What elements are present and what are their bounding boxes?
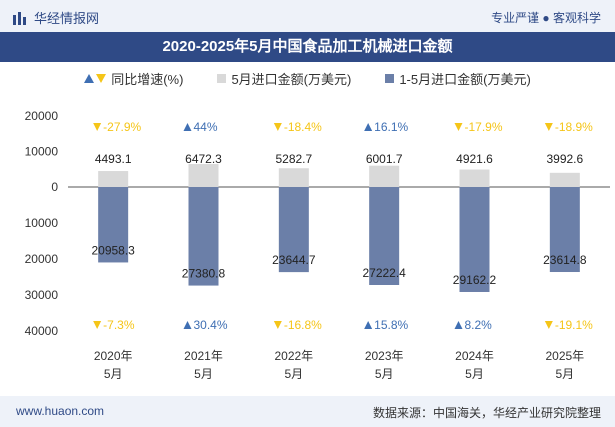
- y-tick-label: 10000: [25, 145, 59, 159]
- x-tick-label-month: 5月: [284, 367, 303, 381]
- cumulative-growth-label: 30.4%: [194, 318, 228, 332]
- month-growth-label: -18.9%: [555, 120, 593, 134]
- month-growth-triangle: [93, 123, 102, 131]
- cumulative-bar: [549, 187, 580, 273]
- cumulative-growth-label: 15.8%: [374, 318, 408, 332]
- month-value-label: 4921.6: [456, 152, 493, 166]
- month-growth-triangle: [454, 123, 463, 131]
- month-growth-triangle: [364, 123, 373, 131]
- cumulative-bar: [459, 187, 490, 292]
- x-tick-label-year: 2025年: [545, 349, 584, 363]
- month-bar: [98, 171, 129, 187]
- y-tick-label: 40000: [25, 324, 59, 338]
- month-bar: [549, 172, 580, 187]
- month-bar: [278, 168, 309, 187]
- top-bar: 华经情报网 专业严谨 ● 客观科学: [0, 0, 615, 32]
- legend: 同比增速(%) 5月进口金额(万美元) 1-5月进口金额(万美元): [0, 66, 615, 90]
- month-value-label: 4493.1: [95, 152, 132, 166]
- cumulative-growth-triangle: [364, 321, 373, 329]
- month-value-label: 6472.3: [185, 152, 222, 166]
- brand-name: 华经情报网: [34, 11, 100, 26]
- cumulative-value-label: 29162.2: [453, 273, 497, 287]
- cumulative-growth-triangle: [273, 321, 282, 329]
- brand-logo-icon: [13, 11, 26, 25]
- x-tick-label-year: 2021年: [184, 349, 223, 363]
- x-tick-label-year: 2020年: [94, 349, 133, 363]
- cumulative-growth-label: -7.3%: [103, 318, 135, 332]
- cumulative-bar: [278, 187, 309, 273]
- legend-label-month: 5月进口金额(万美元): [231, 71, 352, 87]
- cumulative-growth-triangle: [183, 321, 192, 329]
- y-tick-label: 20000: [25, 109, 59, 123]
- x-tick-label-month: 5月: [375, 367, 394, 381]
- growth-down-triangle-icon: [96, 73, 107, 83]
- y-tick-label: 30000: [25, 288, 59, 302]
- legend-label-cumulative: 1-5月进口金额(万美元): [399, 71, 531, 87]
- cumulative-value-label: 20958.3: [91, 243, 135, 257]
- x-tick-label-month: 5月: [104, 367, 123, 381]
- legend-item-growth: 同比增速(%): [84, 69, 183, 88]
- legend-swatch-month: [217, 73, 227, 83]
- month-growth-label: 16.1%: [374, 120, 408, 134]
- legend-swatch-cumulative: [385, 73, 395, 83]
- month-value-label: 5282.7: [275, 152, 312, 166]
- cumulative-bar: [98, 187, 129, 263]
- cumulative-value-label: 27380.8: [182, 267, 226, 281]
- month-bar: [188, 164, 219, 187]
- month-growth-triangle: [183, 123, 192, 131]
- month-value-label: 6001.7: [366, 152, 403, 166]
- cumulative-growth-label: -19.1%: [555, 318, 593, 332]
- tagline: 专业严谨 ● 客观科学: [491, 11, 601, 25]
- y-tick-label: 10000: [25, 216, 59, 230]
- x-tick-label-month: 5月: [465, 367, 484, 381]
- x-tick-label-year: 2024年: [455, 349, 494, 363]
- cumulative-growth-label: 8.2%: [465, 318, 493, 332]
- cumulative-value-label: 23644.7: [272, 253, 316, 267]
- cumulative-growth-triangle: [544, 321, 553, 329]
- footer: www.huaon.com 数据来源：中国海关，华经产业研究院整理: [0, 396, 615, 427]
- month-growth-triangle: [273, 123, 282, 131]
- month-growth-triangle: [544, 123, 553, 131]
- growth-up-triangle-icon: [84, 73, 95, 83]
- legend-label-growth: 同比增速(%): [111, 71, 184, 87]
- month-growth-label: -18.4%: [284, 120, 322, 134]
- footer-site: www.huaon.com: [16, 404, 105, 418]
- month-growth-label: -17.9%: [465, 120, 503, 134]
- cumulative-value-label: 27222.4: [362, 266, 406, 280]
- cumulative-value-label: 23614.8: [543, 253, 587, 267]
- cumulative-bar: [188, 187, 219, 286]
- month-bar: [369, 165, 400, 187]
- cumulative-growth-triangle: [454, 321, 463, 329]
- legend-item-month: 5月进口金额(万美元): [217, 69, 351, 88]
- cumulative-growth-label: -16.8%: [284, 318, 322, 332]
- cumulative-growth-triangle: [93, 321, 102, 329]
- legend-item-cumulative: 1-5月进口金额(万美元): [385, 69, 531, 88]
- x-tick-label-year: 2022年: [274, 349, 313, 363]
- month-growth-label: 44%: [194, 120, 218, 134]
- month-bar: [459, 169, 490, 187]
- month-value-label: 3992.6: [546, 152, 583, 166]
- chart-title: 2020-2025年5月中国食品加工机械进口金额: [0, 32, 615, 62]
- x-tick-label-month: 5月: [194, 367, 213, 381]
- y-tick-label: 20000: [25, 252, 59, 266]
- footer-source: 数据来源：中国海关，华经产业研究院整理: [372, 406, 601, 420]
- brand: 华经情报网: [12, 8, 99, 27]
- x-tick-label-month: 5月: [555, 367, 574, 381]
- cumulative-bar: [369, 187, 400, 286]
- month-growth-label: -27.9%: [103, 120, 141, 134]
- y-tick-label: 0: [51, 180, 58, 194]
- x-tick-label-year: 2023年: [365, 349, 404, 363]
